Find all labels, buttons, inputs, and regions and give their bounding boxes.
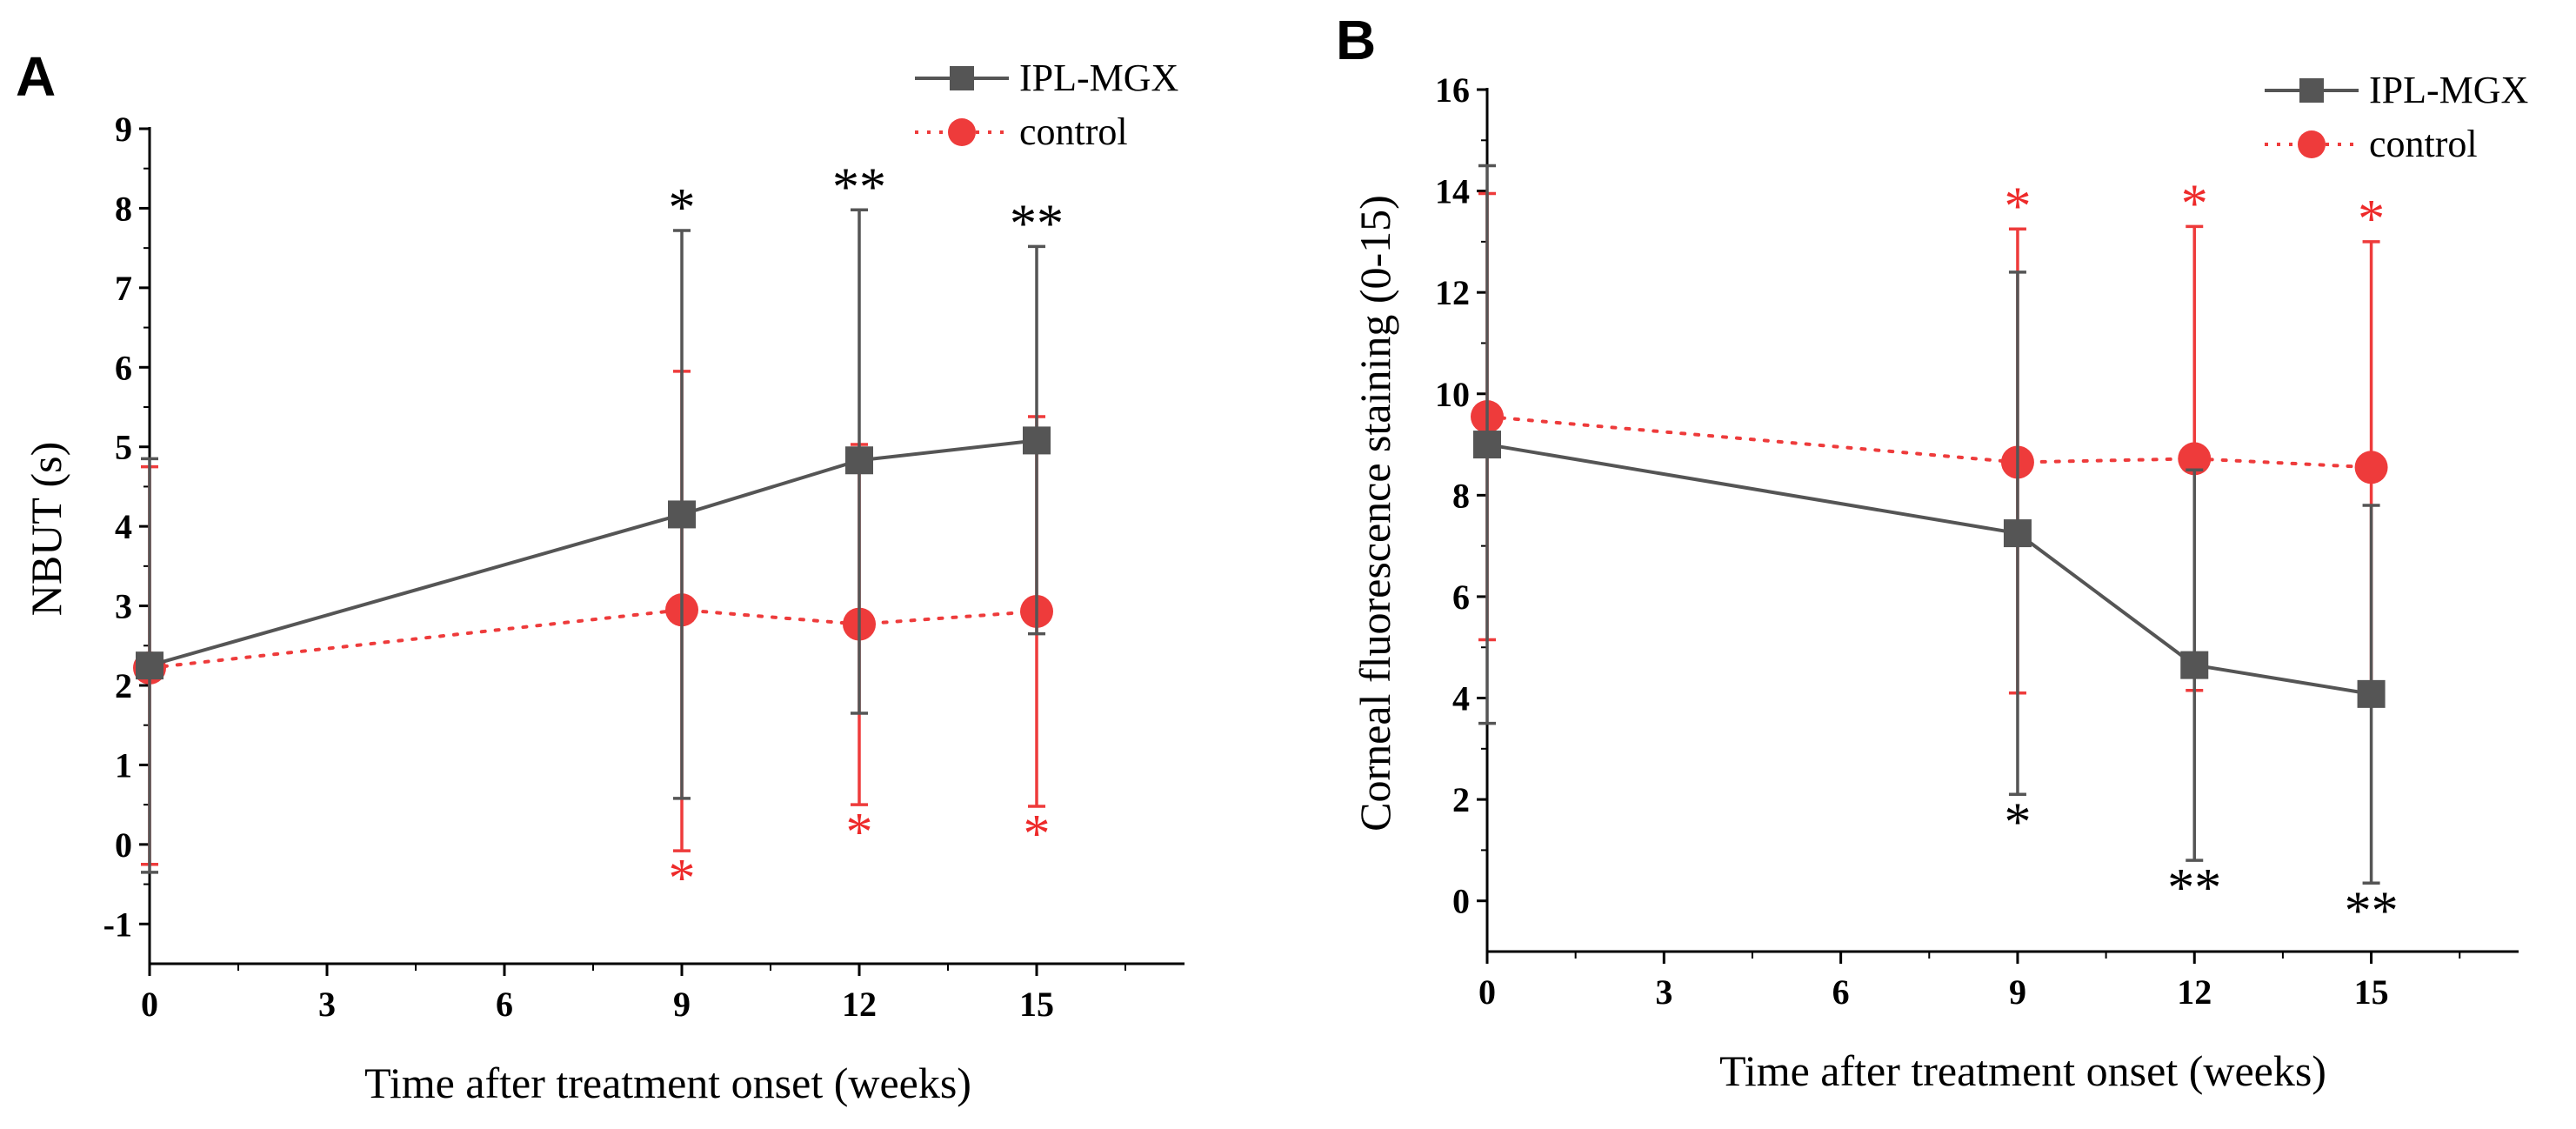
panel-b-ipl-mgx-point xyxy=(2003,519,2032,548)
panel-a-ipl-mgx-significance-marker: * xyxy=(669,178,696,237)
panel-a-x-tick-label: 6 xyxy=(496,985,513,1024)
panel-b-control-significance-marker: * xyxy=(2004,177,2031,236)
panel-b-legend-control-label: control xyxy=(2369,123,2478,165)
panel-a-x-tick-label: 12 xyxy=(842,985,877,1024)
panel-b-letter: B xyxy=(1336,9,1376,71)
panel-b-ipl-mgx-point xyxy=(2357,679,2386,708)
panel-b-y-tick-label: 12 xyxy=(1435,273,1470,312)
panel-a-y-tick-label: 7 xyxy=(115,269,132,308)
panel-a-y-tick-label: 1 xyxy=(115,745,132,785)
panel-b-y-tick-label: 14 xyxy=(1435,172,1470,211)
panel-b-control-point xyxy=(2354,451,2388,484)
panel-b-x-tick-label: 0 xyxy=(1478,972,1496,1012)
panel-a-ipl-mgx-point xyxy=(136,651,164,680)
panel-b-y-tick-label: 10 xyxy=(1435,375,1470,414)
panel-b-ipl-mgx-significance-marker: ** xyxy=(2345,881,2399,940)
panel-a-x-tick-label: 3 xyxy=(318,985,336,1024)
panel-a-ipl-mgx-significance-marker: ** xyxy=(1010,194,1064,253)
panel-a-y-tick-label: 3 xyxy=(115,587,132,626)
panel-a-legend: IPL-MGX control xyxy=(915,57,1178,153)
panel-b-y-tick-label: 6 xyxy=(1452,578,1470,617)
panel-b-control-significance-marker: * xyxy=(2181,174,2208,233)
panel-b-legend-ipl-marker xyxy=(2299,78,2324,103)
panel-b-ipl-mgx-point xyxy=(2180,651,2209,679)
panel-a-control-series-line xyxy=(148,608,1038,670)
panel-a-ipl-mgx-point xyxy=(1023,426,1051,455)
panel-a-y-axis-label: NBUT (s) xyxy=(22,442,70,616)
panel-a-x-tick-label: 0 xyxy=(141,985,158,1024)
panel-b-control-point xyxy=(2178,442,2212,476)
panel-a-x-tick-label: 9 xyxy=(673,985,691,1024)
panel-a-control-significance-marker: * xyxy=(1024,805,1051,864)
panel-b-ipl-mgx-significance-marker: * xyxy=(2004,792,2031,852)
panel-b-y-tick-label: 16 xyxy=(1435,70,1470,110)
panel-a-x-tick-label: 15 xyxy=(1019,985,1054,1024)
panel-b-y-tick-label: 2 xyxy=(1452,780,1470,819)
panel-a-ipl-mgx-significance-marker: ** xyxy=(832,157,886,217)
panel-a-legend-control-marker xyxy=(948,118,976,146)
panel-a-y-tick-label: 0 xyxy=(115,825,132,865)
panel-b-control-significance-marker: * xyxy=(2358,190,2385,249)
panel-a-y-tick-label: -1 xyxy=(103,905,132,944)
panel-a-x-axis-label: Time after treatment onset (weeks) xyxy=(364,1059,971,1107)
panel-a: A NBUT (s) Time after treatment onset (w… xyxy=(16,45,1185,1107)
panel-b-y-tick-label: 8 xyxy=(1452,476,1470,515)
panel-a-y-tick-label: 9 xyxy=(115,110,132,149)
panel-b-x-tick-label: 12 xyxy=(2177,972,2212,1012)
panel-b-x-tick-label: 15 xyxy=(2354,972,2389,1012)
panel-a-ipl-mgx-point xyxy=(668,500,696,529)
panel-b-control-series-line xyxy=(1485,414,2373,470)
panel-a-y-tick-label: 6 xyxy=(115,348,132,387)
panel-a-y-tick-label: 2 xyxy=(115,666,132,705)
panel-b-ipl-mgx-series-line xyxy=(1486,443,2372,696)
panel-b-y-tick-label: 4 xyxy=(1452,679,1470,718)
panel-b-x-tick-label: 9 xyxy=(2009,972,2026,1012)
panel-a-letter: A xyxy=(16,45,56,108)
panel-b-legend-control-marker xyxy=(2298,130,2326,158)
panel-b-x-tick-label: 6 xyxy=(1832,972,1850,1012)
panel-b-y-tick-label: 0 xyxy=(1452,882,1470,921)
panel-a-y-tick-label: 4 xyxy=(115,507,132,546)
panel-b-ipl-mgx-point xyxy=(1473,431,1501,459)
panel-a-ipl-mgx-series-line xyxy=(149,438,1038,668)
panel-b-legend: IPL-MGX control xyxy=(2265,69,2528,165)
panel-b-legend-ipl-label: IPL-MGX xyxy=(2369,69,2528,111)
panel-a-control-significance-marker: * xyxy=(846,803,873,862)
panel-a-y-tick-label: 8 xyxy=(115,189,132,228)
panel-b: B Corneal fluorescence staining (0-15) T… xyxy=(1336,9,2528,1095)
panel-b-x-tick-label: 3 xyxy=(1655,972,1672,1012)
panel-a-y-tick-label: 5 xyxy=(115,428,132,467)
panel-b-y-axis-label: Corneal fluorescence staining (0-15) xyxy=(1351,195,1399,832)
panel-a-legend-ipl-marker xyxy=(950,66,974,90)
panel-a-control-significance-marker: * xyxy=(669,849,696,908)
panel-a-legend-control-label: control xyxy=(1019,110,1128,153)
panel-b-ipl-mgx-significance-marker: ** xyxy=(2167,858,2221,918)
panel-a-ipl-mgx-point xyxy=(845,446,873,475)
panel-b-x-axis-label: Time after treatment onset (weeks) xyxy=(1719,1046,2326,1095)
panel-a-legend-ipl-label: IPL-MGX xyxy=(1019,57,1178,99)
